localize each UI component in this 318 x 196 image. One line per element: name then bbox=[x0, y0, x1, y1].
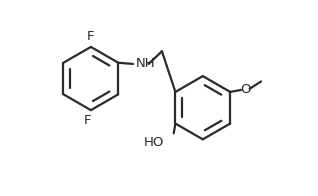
Text: F: F bbox=[87, 30, 95, 43]
Text: NH: NH bbox=[136, 57, 156, 70]
Text: HO: HO bbox=[144, 136, 164, 149]
Text: F: F bbox=[84, 114, 92, 127]
Text: O: O bbox=[240, 83, 251, 96]
